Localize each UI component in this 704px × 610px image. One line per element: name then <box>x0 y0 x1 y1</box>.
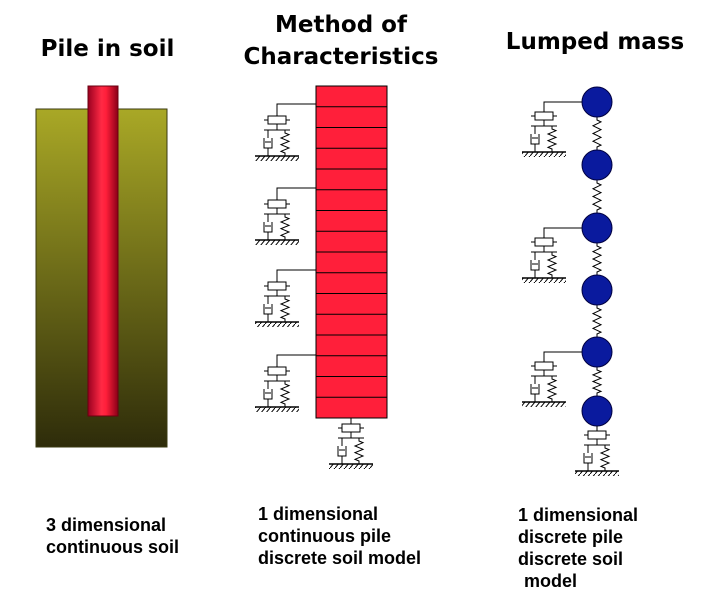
spring-icon <box>279 296 291 322</box>
dashpot-icon <box>587 430 607 440</box>
dashpot-icon <box>530 384 540 395</box>
lumped-mass <box>581 86 613 118</box>
ground-hatch <box>255 240 299 245</box>
lumped-mass-chain <box>522 86 619 476</box>
dashpot-icon <box>530 260 540 271</box>
spring-icon <box>591 243 603 275</box>
caption-panel-1: 3 dimensional continuous soil <box>46 514 179 558</box>
spring-dashpot-unit <box>575 430 619 476</box>
connector-line <box>543 351 582 362</box>
lumped-mass <box>581 336 613 368</box>
ground-hatch <box>329 464 373 469</box>
lumped-mass <box>581 149 613 181</box>
connector-line <box>276 269 316 282</box>
caption-panel-2: 1 dimensional continuous pile discrete s… <box>258 503 421 569</box>
spring-icon <box>591 305 603 337</box>
spring-icon <box>591 180 603 213</box>
caption-line: 1 dimensional <box>258 504 379 524</box>
spring-icon <box>546 126 558 152</box>
dashpot-icon <box>263 138 273 149</box>
spring-dashpot-unit <box>255 115 299 161</box>
title-method-of-characteristics: Method of Characteristics <box>235 9 447 73</box>
dashpot-icon <box>263 389 273 400</box>
ground-hatch <box>255 156 299 161</box>
caption-line: discrete soil <box>518 549 624 569</box>
ground-hatch <box>255 407 299 412</box>
caption-line: discrete pile <box>518 527 624 547</box>
ground-hatch <box>255 322 299 327</box>
lumped-mass <box>581 212 613 244</box>
lumped-mass <box>581 395 613 427</box>
dashpot-icon <box>583 453 593 464</box>
spring-icon <box>599 445 611 471</box>
spring-icon <box>279 214 291 240</box>
ground-hatch <box>575 471 619 476</box>
spring-icon <box>591 117 603 150</box>
lumped-mass <box>581 274 613 306</box>
spring-dashpot-unit <box>255 281 299 327</box>
dashpot-icon <box>267 115 287 125</box>
pile-rod <box>87 85 119 417</box>
ground-hatch <box>522 278 566 283</box>
caption-line: 1 dimensional <box>518 505 639 525</box>
spring-dashpot-unit <box>329 423 373 469</box>
caption-panel-3: 1 dimensional discrete pile discrete soi… <box>518 504 638 592</box>
caption-line: continuous soil <box>46 537 179 557</box>
dashpot-icon <box>263 304 273 315</box>
title-pile-in-soil: Pile in soil <box>30 33 185 65</box>
title-line: Characteristics <box>243 44 439 70</box>
caption-line: continuous pile <box>258 526 391 546</box>
ground-hatch <box>522 402 566 407</box>
title-line: Method of <box>275 12 407 38</box>
moc-pile-column <box>315 85 388 419</box>
dashpot-icon <box>534 361 554 371</box>
spring-icon <box>279 381 291 407</box>
ground-hatch <box>522 152 566 157</box>
connector-line <box>543 101 582 112</box>
connector-line <box>276 187 316 200</box>
spring-icon <box>546 376 558 402</box>
dashpot-icon <box>267 199 287 209</box>
spring-icon <box>353 438 365 464</box>
title-line: Pile in soil <box>40 36 175 62</box>
spring-dashpot-unit <box>522 111 566 157</box>
title-lumped-mass: Lumped mass <box>495 26 695 58</box>
dashpot-icon <box>534 237 554 247</box>
moc-soil-springs <box>255 103 373 469</box>
spring-dashpot-unit <box>255 366 299 412</box>
dashpot-icon <box>267 366 287 376</box>
spring-dashpot-unit <box>522 237 566 283</box>
spring-dashpot-unit <box>255 199 299 245</box>
dashpot-icon <box>263 222 273 233</box>
dashpot-icon <box>341 423 361 433</box>
caption-line: 3 dimensional <box>46 515 167 535</box>
dashpot-icon <box>530 134 540 145</box>
spring-icon <box>591 367 603 396</box>
caption-line: model <box>524 571 578 591</box>
dashpot-icon <box>534 111 554 121</box>
connector-line <box>276 103 316 116</box>
spring-icon <box>546 252 558 278</box>
spring-dashpot-unit <box>522 361 566 407</box>
dashpot-icon <box>267 281 287 291</box>
caption-line: discrete soil model <box>258 548 422 568</box>
connector-line <box>543 227 582 238</box>
connector-line <box>276 354 316 367</box>
title-line: Lumped mass <box>505 29 685 55</box>
dashpot-icon <box>337 446 347 457</box>
spring-icon <box>279 130 291 156</box>
